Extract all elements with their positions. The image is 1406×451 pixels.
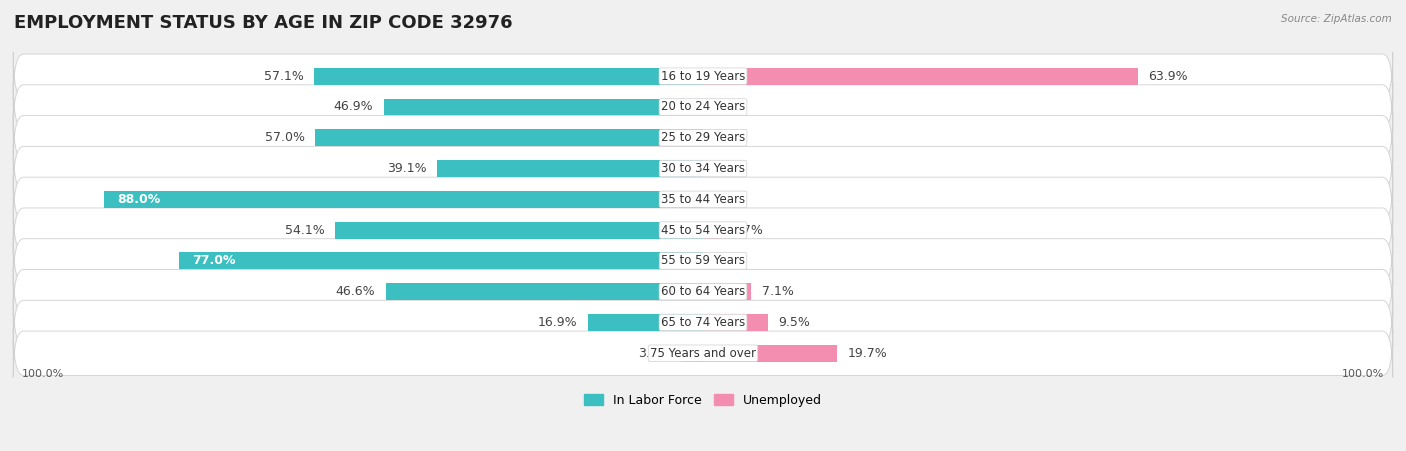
FancyBboxPatch shape xyxy=(13,114,1393,162)
Text: 0.0%: 0.0% xyxy=(713,131,745,144)
Text: 57.1%: 57.1% xyxy=(264,70,304,83)
Bar xyxy=(703,68,1137,85)
Bar xyxy=(703,283,751,300)
Text: 54.1%: 54.1% xyxy=(284,224,325,237)
Text: 20 to 24 Years: 20 to 24 Years xyxy=(661,101,745,114)
Text: 0.0%: 0.0% xyxy=(713,254,745,267)
Text: 46.9%: 46.9% xyxy=(333,101,374,114)
FancyBboxPatch shape xyxy=(13,52,1393,100)
Text: 63.9%: 63.9% xyxy=(1149,70,1188,83)
Text: 65 to 74 Years: 65 to 74 Years xyxy=(661,316,745,329)
Text: Source: ZipAtlas.com: Source: ZipAtlas.com xyxy=(1281,14,1392,23)
Text: 30 to 34 Years: 30 to 34 Years xyxy=(661,162,745,175)
Bar xyxy=(314,68,703,85)
Text: 57.0%: 57.0% xyxy=(264,131,305,144)
Text: 16.9%: 16.9% xyxy=(538,316,578,329)
Text: 16 to 19 Years: 16 to 19 Years xyxy=(661,70,745,83)
Bar xyxy=(335,221,703,239)
Bar xyxy=(104,191,703,208)
Text: 19.7%: 19.7% xyxy=(848,347,887,360)
Text: 75 Years and over: 75 Years and over xyxy=(650,347,756,360)
Bar xyxy=(703,345,837,362)
Text: 46.6%: 46.6% xyxy=(336,285,375,298)
FancyBboxPatch shape xyxy=(13,237,1393,285)
FancyBboxPatch shape xyxy=(13,206,1393,254)
Text: 88.0%: 88.0% xyxy=(118,193,160,206)
Bar xyxy=(179,253,703,269)
Text: 0.0%: 0.0% xyxy=(713,193,745,206)
Bar xyxy=(703,314,768,331)
Text: 55 to 59 Years: 55 to 59 Years xyxy=(661,254,745,267)
Text: 100.0%: 100.0% xyxy=(22,368,65,379)
Text: 100.0%: 100.0% xyxy=(1341,368,1384,379)
FancyBboxPatch shape xyxy=(13,329,1393,377)
Text: 2.7%: 2.7% xyxy=(731,224,763,237)
Text: 25 to 29 Years: 25 to 29 Years xyxy=(661,131,745,144)
Bar xyxy=(588,314,703,331)
FancyBboxPatch shape xyxy=(13,299,1393,346)
Bar xyxy=(385,283,703,300)
Bar xyxy=(315,129,703,146)
Text: 77.0%: 77.0% xyxy=(193,254,236,267)
Text: EMPLOYMENT STATUS BY AGE IN ZIP CODE 32976: EMPLOYMENT STATUS BY AGE IN ZIP CODE 329… xyxy=(14,14,513,32)
Text: 39.1%: 39.1% xyxy=(387,162,426,175)
Text: 0.0%: 0.0% xyxy=(713,162,745,175)
Bar xyxy=(384,98,703,115)
Text: 45 to 54 Years: 45 to 54 Years xyxy=(661,224,745,237)
Text: 35 to 44 Years: 35 to 44 Years xyxy=(661,193,745,206)
FancyBboxPatch shape xyxy=(13,144,1393,193)
Bar xyxy=(703,221,721,239)
Text: 3.3%: 3.3% xyxy=(638,347,671,360)
Bar xyxy=(681,345,703,362)
FancyBboxPatch shape xyxy=(13,83,1393,131)
Text: 60 to 64 Years: 60 to 64 Years xyxy=(661,285,745,298)
Text: 7.1%: 7.1% xyxy=(762,285,793,298)
Bar xyxy=(437,160,703,177)
FancyBboxPatch shape xyxy=(13,175,1393,223)
Text: 9.5%: 9.5% xyxy=(778,316,810,329)
Text: 0.0%: 0.0% xyxy=(713,101,745,114)
Legend: In Labor Force, Unemployed: In Labor Force, Unemployed xyxy=(579,389,827,412)
FancyBboxPatch shape xyxy=(13,268,1393,316)
